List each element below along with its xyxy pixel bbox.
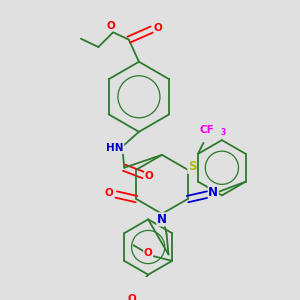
Text: HN: HN [106, 143, 124, 153]
Text: O: O [104, 188, 113, 198]
Text: S: S [188, 160, 197, 173]
Text: O: O [144, 248, 152, 259]
Text: N: N [157, 213, 167, 226]
Text: 3: 3 [221, 128, 226, 136]
Text: O: O [145, 171, 154, 181]
Text: CF: CF [200, 125, 214, 135]
Text: N: N [208, 186, 218, 199]
Text: O: O [154, 23, 163, 33]
Text: O: O [127, 294, 136, 300]
Text: O: O [107, 21, 116, 31]
